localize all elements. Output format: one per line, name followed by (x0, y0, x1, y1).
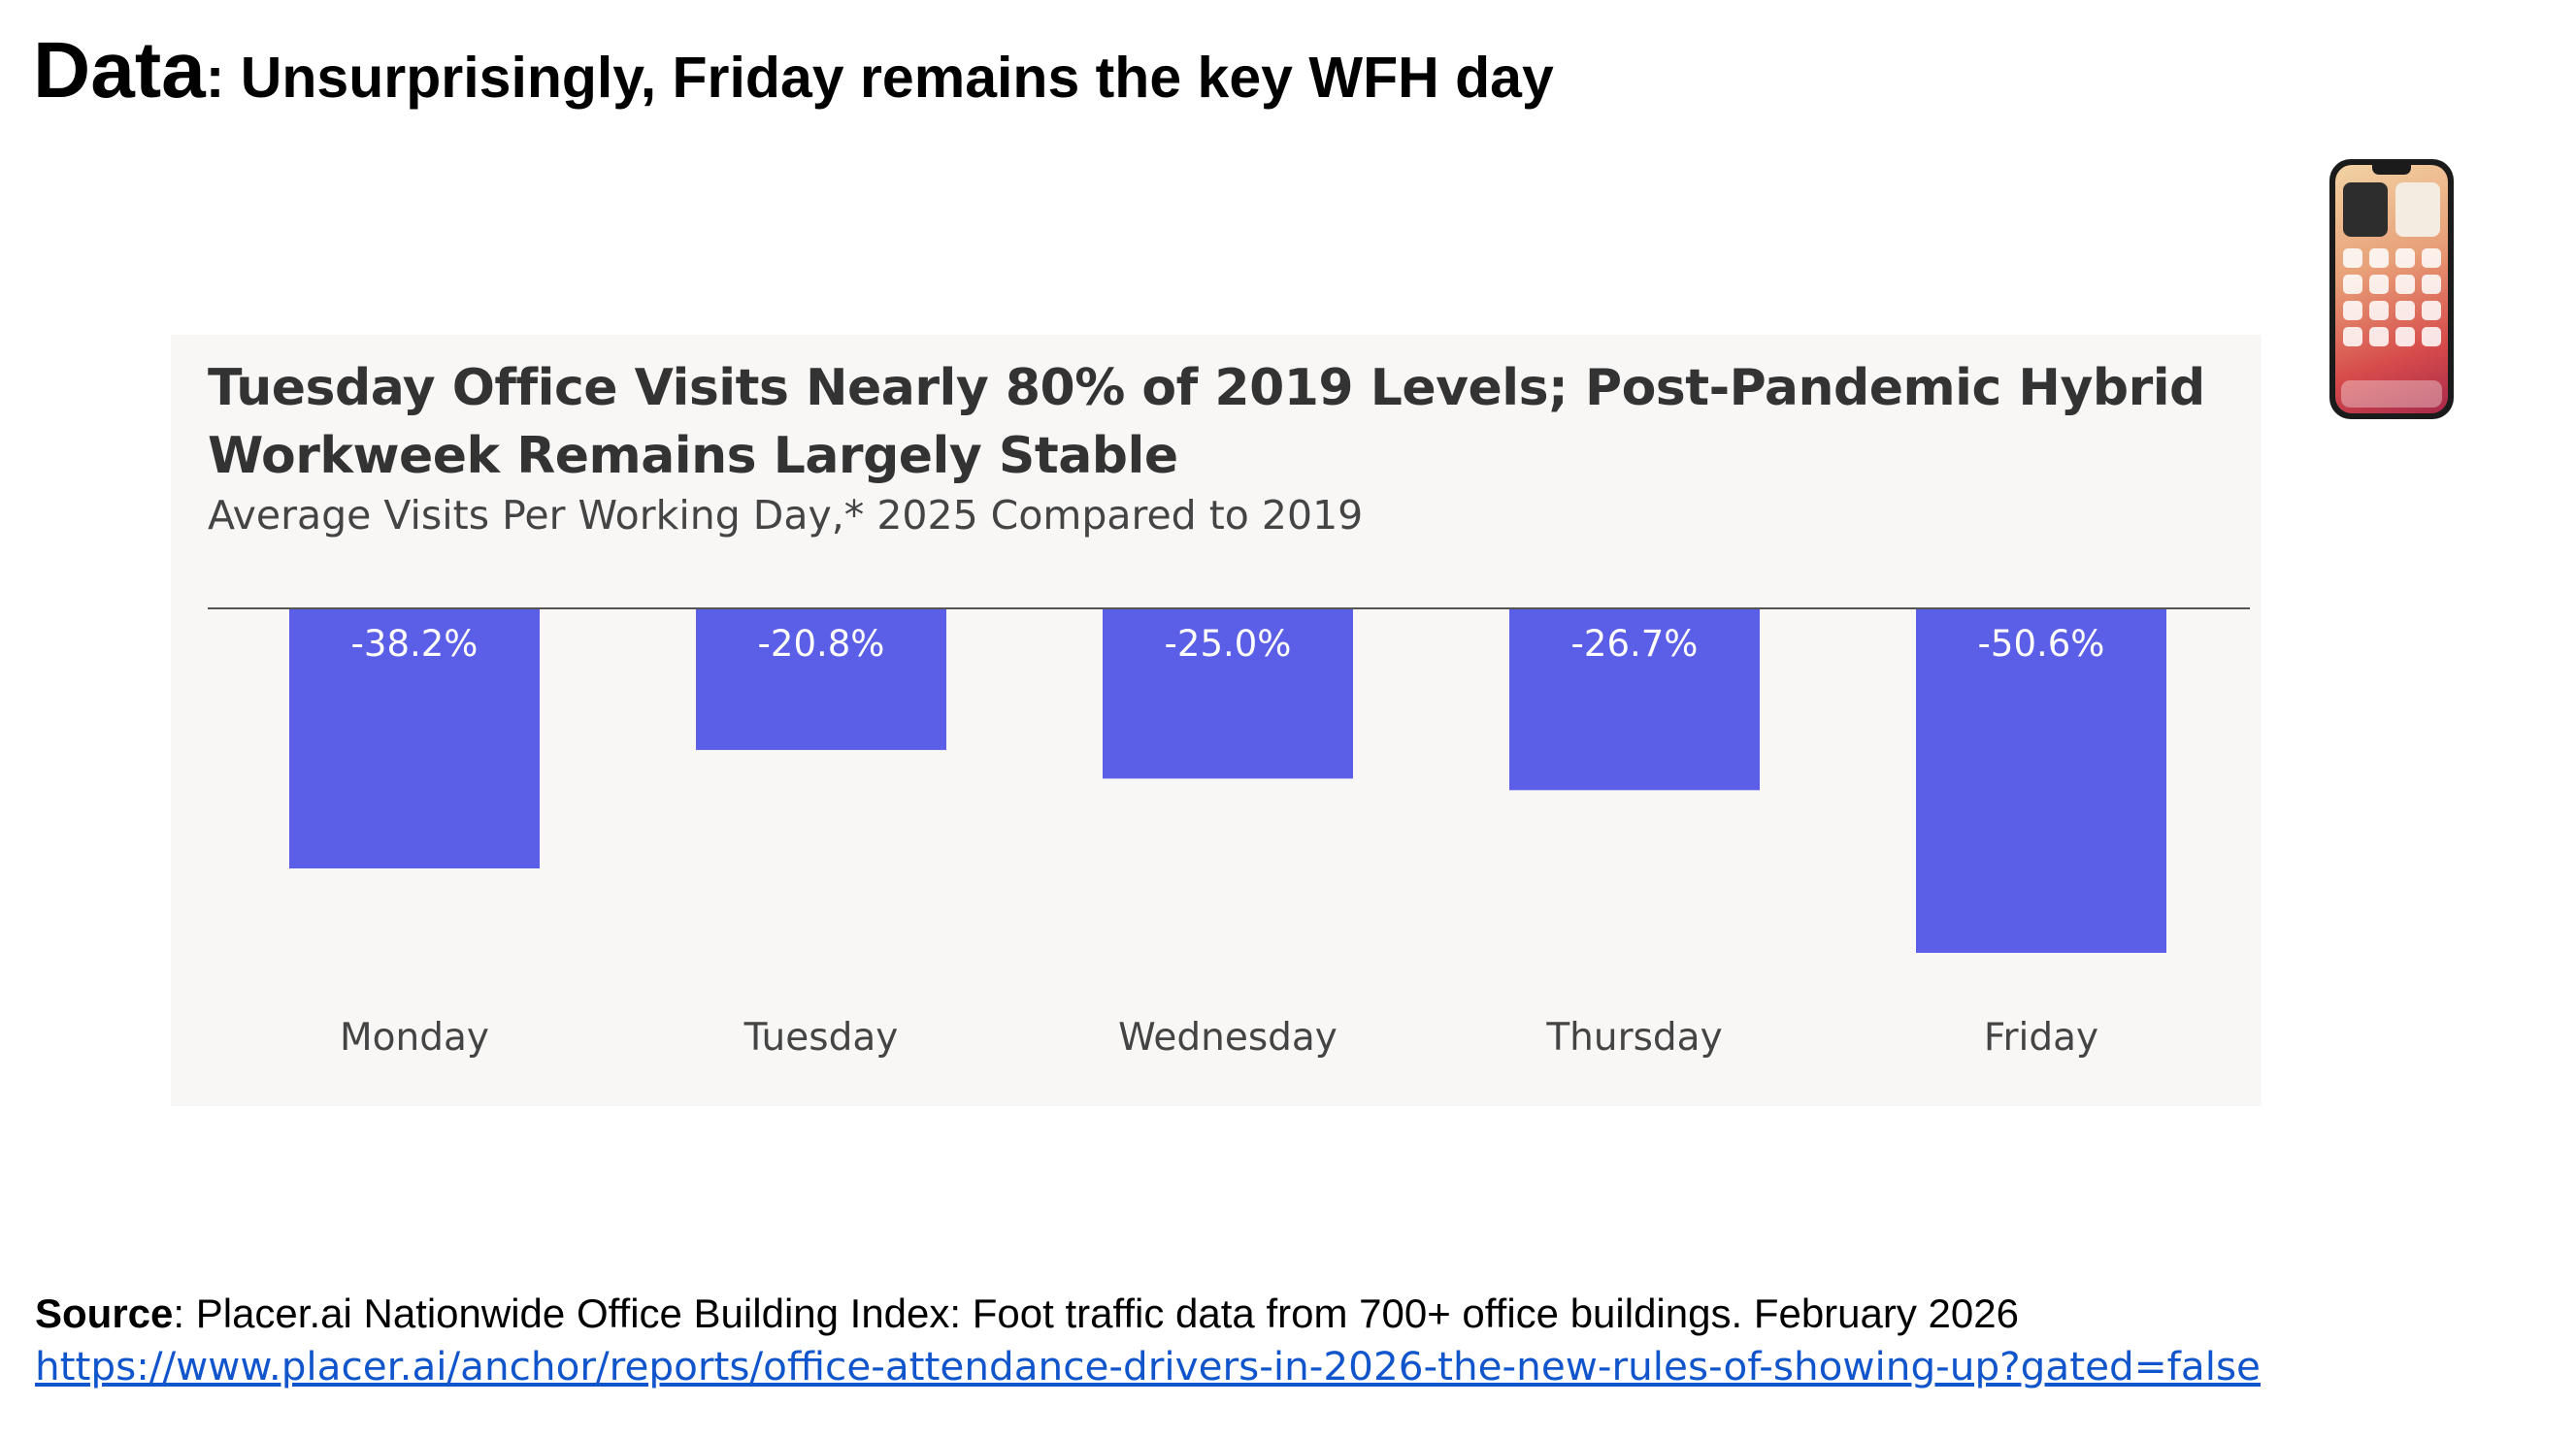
bar-chart: -38.2% Monday -20.8% Tuesday -25.0% Wednesday… (208, 607, 2250, 1060)
slide-title: Data: Unsurprisingly, Friday remains the… (33, 23, 1554, 118)
x-tick-thursday: Thursday (1545, 1016, 1722, 1060)
source-line: Source: Placer.ai Nationwide Office Buil… (35, 1291, 2019, 1337)
phone-app-grid (2343, 248, 2441, 346)
x-tick-tuesday: Tuesday (743, 1016, 899, 1060)
source-label: Source (35, 1291, 174, 1336)
bar-monday (289, 608, 540, 869)
chart-card: Tuesday Office Visits Nearly 80% of 2019… (171, 335, 2262, 1106)
source-text: : Placer.ai Nationwide Office Building I… (173, 1291, 2019, 1336)
phone-notch (2372, 165, 2411, 175)
data-label-wednesday: -25.0% (1165, 623, 1292, 665)
slide-title-rest: : Unsurprisingly, Friday remains the key… (205, 46, 1554, 110)
bar-wednesday (1103, 608, 1353, 779)
data-label-tuesday: -20.8% (758, 623, 885, 665)
x-tick-friday: Friday (1984, 1016, 2098, 1060)
x-tick-monday: Monday (340, 1016, 489, 1060)
chart-title: Tuesday Office Visits Nearly 80% of 2019… (208, 359, 2205, 485)
phone-screen (2335, 165, 2448, 413)
bar-thursday (1509, 608, 1760, 791)
phone-dock (2341, 380, 2442, 408)
smartphone-icon (2329, 159, 2454, 419)
data-label-thursday: -26.7% (1571, 623, 1699, 665)
source-link[interactable]: https://www.placer.ai/anchor/reports/off… (35, 1343, 2261, 1389)
phone-weather-widget (2343, 182, 2388, 237)
data-label-friday: -50.6% (1978, 623, 2105, 665)
slide-title-lead: Data (33, 26, 206, 114)
bar-tuesday (696, 608, 946, 750)
chart-subtitle: Average Visits Per Working Day,* 2025 Co… (208, 492, 1364, 539)
data-label-monday: -38.2% (351, 623, 479, 665)
x-tick-wednesday: Wednesday (1118, 1016, 1338, 1060)
bar-friday (1916, 608, 2166, 953)
phone-calendar-widget (2395, 182, 2440, 237)
